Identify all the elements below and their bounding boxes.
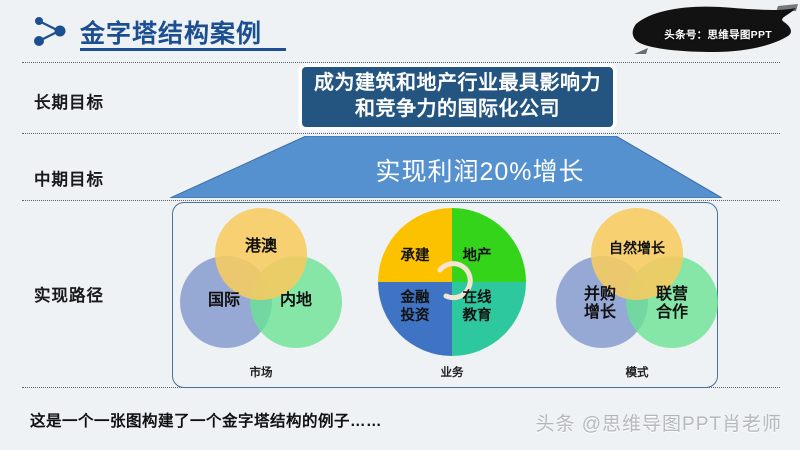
badge-label: 头条号：思维导图PPT xyxy=(664,29,772,41)
divider-line xyxy=(22,62,780,63)
node-link-icon xyxy=(34,17,66,46)
group-caption-market: 市场 xyxy=(249,367,273,379)
venn-label-top: 自然增长 xyxy=(609,240,665,256)
venn-label-right: 内地 xyxy=(279,292,312,309)
roof-text: 实现利润20%增长 xyxy=(375,158,585,186)
pyramid-apex-box: 成为建筑和地产行业最具影响力和竞争力的国际化公司 xyxy=(299,64,616,130)
brush-stroke-badge xyxy=(632,4,798,54)
divider-line xyxy=(22,133,780,134)
venn-label-right: 联营 合作 xyxy=(655,286,688,322)
title-underline xyxy=(80,48,286,51)
row-label-long-term: 长期目标 xyxy=(34,94,104,112)
pie-label-top-right: 地产 xyxy=(462,248,492,264)
apex-text: 成为建筑和地产行业最具影响力和竞争力的国际化公司 xyxy=(314,72,601,120)
row-label-path: 实现路径 xyxy=(34,287,104,305)
venn-circle-top xyxy=(215,208,307,300)
footer-note: 这是一个一张图构建了一个金字塔结构的例子…… xyxy=(30,413,383,430)
pie-group-business xyxy=(378,208,526,356)
venn-label-left: 并购 增长 xyxy=(583,286,616,322)
pyramid-roof-shape xyxy=(170,136,722,198)
pie-label-top-left: 承建 xyxy=(400,248,430,264)
group-caption-business: 业务 xyxy=(440,367,464,379)
row-label-mid-term: 中期目标 xyxy=(34,171,104,189)
divider-line xyxy=(22,200,780,201)
venn-label-left: 国际 xyxy=(207,292,240,309)
page-title: 金字塔结构案例 xyxy=(80,20,263,48)
venn-circle-top xyxy=(591,208,683,300)
pie-label-bottom-left: 金融 投资 xyxy=(400,290,430,324)
venn-label-top: 港澳 xyxy=(244,238,277,255)
watermark-text: 头条 @思维导图PPT肖老师 xyxy=(535,414,782,435)
venn-group-mode: 自然增长 并购 增长 联营 合作 xyxy=(556,208,718,358)
pie-label-bottom-right: 在线 教育 xyxy=(462,290,492,324)
group-caption-mode: 模式 xyxy=(625,367,649,379)
venn-group-market: 港澳 国际 内地 xyxy=(180,208,342,358)
